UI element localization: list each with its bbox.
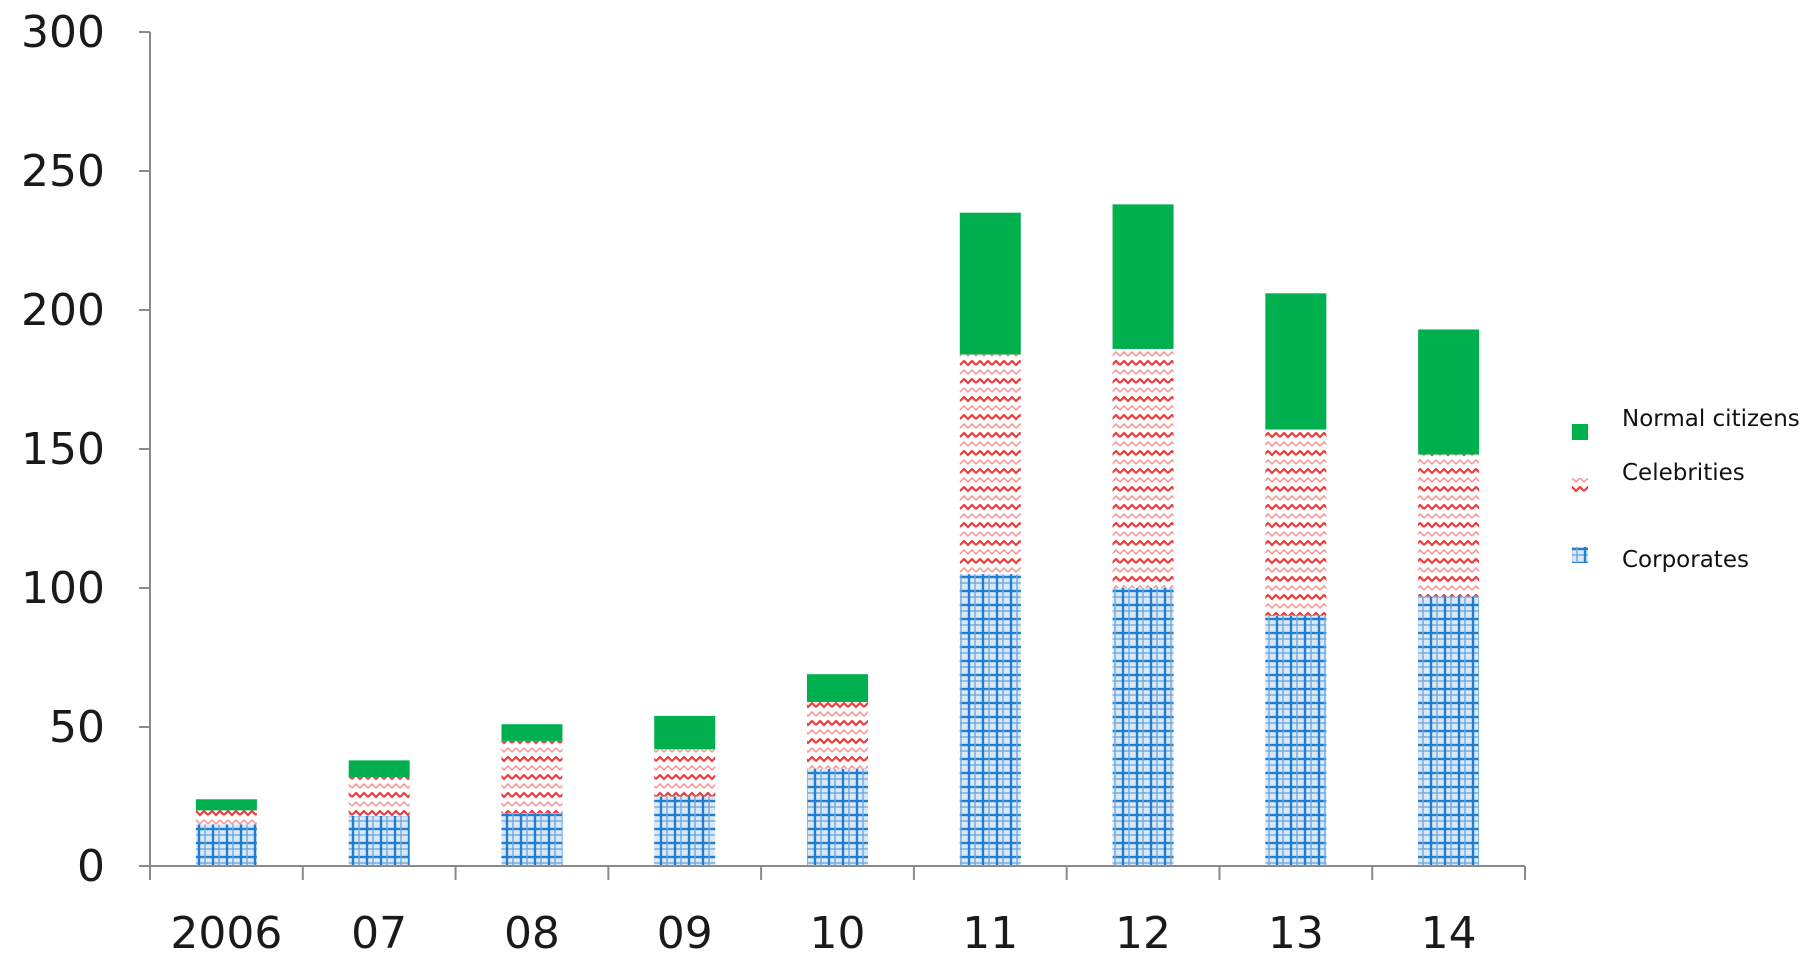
x-tick-label: 2006 [170,908,282,953]
x-tick-label: 09 [657,908,713,953]
x-tick-label: 11 [962,908,1018,953]
bar-celebrities-13 [1265,429,1327,616]
y-tick-label: 250 [21,146,105,197]
bar-normal-citizens-12 [1112,204,1174,349]
bar-normal-citizens-10 [807,674,868,702]
bar-celebrities-10 [807,701,868,769]
bar-celebrities-07 [348,777,410,816]
x-tick-label: 14 [1421,908,1477,953]
legend-swatch-corporates [1572,547,1588,563]
bars-layer [195,204,1480,866]
bar-normal-citizens-11 [959,212,1021,355]
bar-celebrities-12 [1112,348,1174,588]
bar-celebrities-09 [654,749,716,797]
bar-normal-citizens-08 [501,724,563,741]
y-tick-label: 200 [21,285,105,336]
bar-corporates-09 [654,796,716,866]
y-tick-label: 0 [77,841,105,892]
legend-label-corporates: Corporates [1622,547,1749,573]
legend-label-normal-citizens: Normal citizens [1622,406,1800,432]
y-axis: 0 50 100 150 200 250 300 [21,7,150,892]
bar-corporates-10 [807,768,868,866]
bar-normal-citizens-09 [654,715,716,750]
bar-celebrities-08 [501,740,563,814]
x-tick-label: 10 [810,908,866,953]
bar-corporates-11 [959,574,1021,866]
x-tick-label: 12 [1115,908,1171,953]
bar-corporates-12 [1112,588,1174,866]
bar-celebrities-11 [959,354,1021,575]
y-tick-label: 300 [21,7,105,58]
bar-corporates-13 [1265,615,1327,866]
x-tick-label: 07 [351,908,407,953]
y-tick-label: 100 [21,563,105,614]
bar-corporates-08 [501,813,563,866]
bar-corporates-14 [1418,596,1480,866]
legend-swatch-celebrities [1572,478,1588,494]
y-tick-label: 50 [49,702,105,753]
legend: Normal citizens Celebrities Corporates [1572,406,1800,573]
x-axis: 2006 07 08 09 10 11 12 13 14 [149,866,1526,953]
bar-normal-citizens-14 [1418,329,1480,455]
y-tick-label: 150 [21,424,105,475]
bar-corporates-07 [348,815,410,866]
bar-normal-citizens-2006 [195,799,257,811]
legend-swatch-normal-citizens [1572,424,1588,440]
bar-celebrities-14 [1418,454,1480,597]
legend-label-celebrities: Celebrities [1622,460,1745,486]
x-tick-label: 13 [1268,908,1324,953]
bar-corporates-2006 [195,824,257,866]
bar-normal-citizens-07 [348,760,410,778]
x-tick-label: 08 [504,908,560,953]
bar-normal-citizens-13 [1265,293,1327,430]
bar-celebrities-2006 [195,810,257,825]
